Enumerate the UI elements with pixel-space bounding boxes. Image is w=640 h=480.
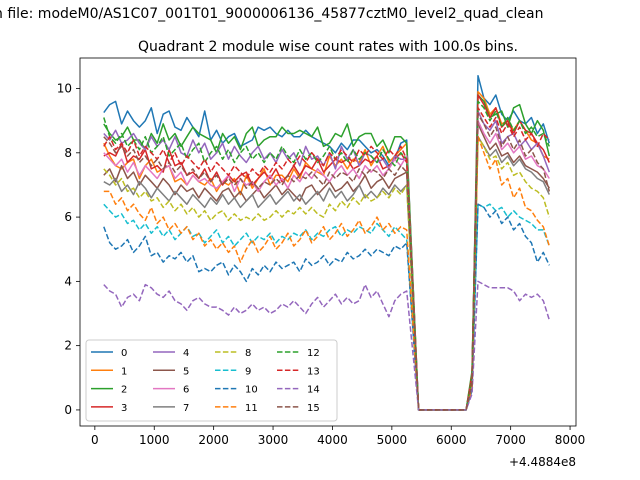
x-axis: 0 1000 2000 3000 4000 5000 6000 7000 8000 [91, 426, 585, 447]
legend-box [85, 339, 338, 422]
x-tick-label: 0 [91, 433, 99, 447]
series-line-12 [103, 100, 550, 411]
y-tick-label: 6 [64, 210, 72, 224]
y-tick-label: 4 [64, 274, 72, 288]
y-tick-label: 8 [64, 146, 72, 160]
chart-title: Quadrant 2 module wise count rates with … [138, 39, 518, 55]
x-tick-label: 5000 [377, 433, 408, 447]
y-axis: 0 2 4 6 8 10 [57, 82, 80, 417]
legend-label: 10 [245, 385, 258, 396]
series-line-13 [103, 107, 550, 411]
x-tick-label: 8000 [555, 433, 586, 447]
legend-label: 1 [121, 366, 127, 377]
series-line-9 [103, 203, 551, 411]
series-line-8 [103, 135, 551, 411]
x-tick-label: 4000 [317, 433, 348, 447]
x-offset-label: +4.4884e8 [509, 455, 576, 469]
series-line-5 [103, 123, 550, 411]
legend-label: 13 [307, 366, 320, 377]
legend-label: 12 [307, 348, 320, 359]
legend-label: 0 [121, 348, 127, 359]
x-tick-label: 2000 [198, 433, 229, 447]
series-line-11 [103, 135, 551, 411]
figure-suptitle: n file: modeM0/AS1C07_001T01_9000006136_… [0, 6, 543, 22]
legend-label: 11 [245, 403, 258, 414]
y-tick-label: 10 [57, 82, 72, 96]
series-line-10 [103, 203, 550, 411]
x-tick-label: 7000 [495, 433, 526, 447]
legend-label: 14 [307, 385, 320, 396]
legend-label: 15 [307, 403, 320, 414]
x-tick-label: 3000 [258, 433, 289, 447]
series-line-2 [103, 94, 551, 411]
series-line-14 [103, 280, 551, 411]
legend-label: 4 [183, 348, 189, 359]
legend-label: 9 [245, 366, 251, 377]
y-tick-label: 0 [64, 403, 72, 417]
series-line-15 [103, 113, 551, 411]
y-tick-label: 2 [64, 339, 72, 353]
series-line-0 [103, 74, 551, 411]
axes-frame [79, 57, 577, 427]
legend-label: 8 [245, 348, 251, 359]
legend-label: 3 [121, 403, 127, 414]
series-line-3 [103, 94, 550, 411]
series-layer [103, 74, 551, 411]
x-tick-label: 1000 [139, 433, 170, 447]
legend-label: 7 [183, 403, 189, 414]
legend-label: 5 [183, 366, 189, 377]
legend-label: 2 [121, 385, 127, 396]
x-tick-label: 6000 [436, 433, 467, 447]
legend-label: 6 [183, 385, 189, 396]
